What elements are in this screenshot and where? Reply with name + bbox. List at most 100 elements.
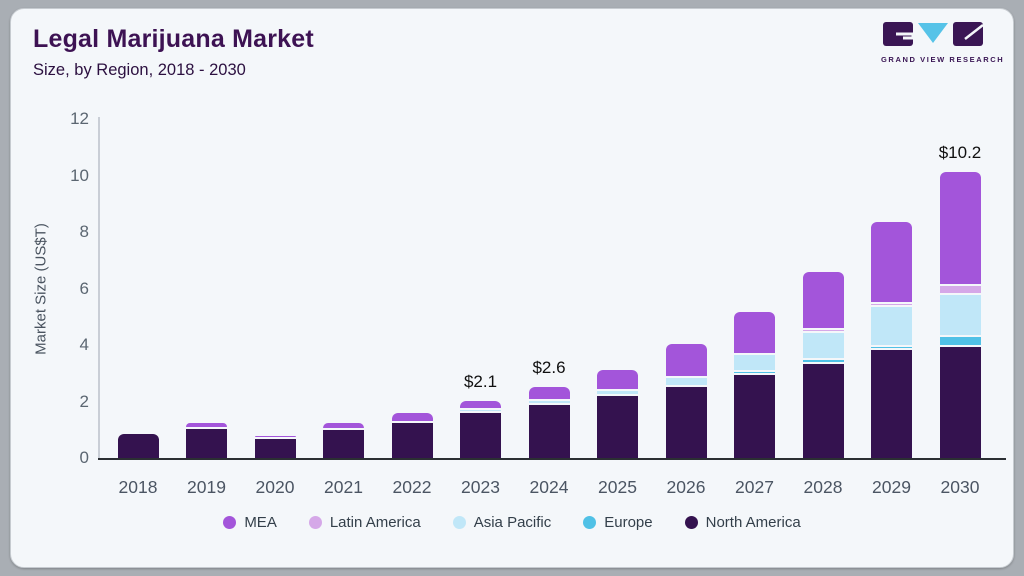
segment-europe-2029 xyxy=(871,346,912,348)
segment-mea-2024 xyxy=(528,386,570,400)
legend-item-europe: Europe xyxy=(583,514,653,531)
segment-latin-america-2028 xyxy=(802,329,844,331)
y-axis-line xyxy=(98,117,100,458)
y-tick-4: 4 xyxy=(79,335,89,354)
legend-dot-mea xyxy=(223,516,237,529)
segment-asia-pacific-2030 xyxy=(939,294,981,336)
legend-dot-asia-pacific xyxy=(452,516,466,529)
segment-north-america-2025 xyxy=(597,396,638,458)
plot-area: $2.1 $2.6 $10.2 xyxy=(98,119,1006,458)
segment-asia-pacific-2025 xyxy=(597,390,638,395)
legend: MEA Latin America Asia Pacific Europe North … xyxy=(11,514,1013,531)
segment-asia-pacific-2026 xyxy=(665,378,707,385)
value-label-2024: $2.6 xyxy=(532,357,566,377)
page-subtitle: Size, by Region, 2018 - 2030 xyxy=(33,61,246,79)
legend-dot-latin-america xyxy=(308,516,322,529)
bar-2028 xyxy=(802,271,844,458)
segment-north-america-2018 xyxy=(117,434,159,458)
segment-europe-2030 xyxy=(939,337,981,345)
gvr-logo-mark xyxy=(883,22,984,46)
segment-asia-pacific-2024 xyxy=(528,401,570,403)
y-tick-8: 8 xyxy=(79,222,89,241)
legend-dot-europe xyxy=(583,516,597,529)
segment-europe-2028 xyxy=(802,359,844,362)
bar-2023 xyxy=(460,400,501,458)
bar-2019 xyxy=(186,423,227,458)
segment-north-america-2023 xyxy=(460,413,501,458)
chart-card: Legal Marijuana Market Size, by Region, … xyxy=(10,8,1014,568)
legend-label-mea: MEA xyxy=(244,514,277,531)
segment-asia-pacific-2023 xyxy=(460,410,501,412)
bar-2022 xyxy=(391,412,433,458)
segment-mea-2030 xyxy=(939,171,981,285)
segment-asia-pacific-2027 xyxy=(734,354,775,371)
y-tick-12: 12 xyxy=(70,109,89,128)
segment-north-america-2020 xyxy=(254,438,296,458)
x-axis-line xyxy=(98,458,1006,460)
segment-mea-2023 xyxy=(460,400,501,409)
x-tick-2018: 2018 xyxy=(118,477,158,497)
segment-asia-pacific-2029 xyxy=(871,307,912,345)
bar-2021 xyxy=(323,423,364,458)
segment-mea-2028 xyxy=(802,271,844,328)
legend-item-north-america: North America xyxy=(684,514,801,531)
legend-label-latin-america: Latin America xyxy=(329,514,421,531)
legend-item-latin-america: Latin America xyxy=(308,514,421,531)
segment-north-america-2021 xyxy=(323,430,364,458)
gvr-logo: GRAND VIEW RESEARCH xyxy=(881,21,1005,64)
legend-label-asia-pacific: Asia Pacific xyxy=(473,514,552,531)
bar-2024 xyxy=(528,386,570,458)
segment-mea-2019 xyxy=(186,423,227,427)
y-tick-6: 6 xyxy=(79,278,89,298)
legend-item-asia-pacific: Asia Pacific xyxy=(452,514,552,531)
legend-label-north-america: North America xyxy=(705,514,801,531)
segment-mea-2027 xyxy=(734,312,775,353)
legend-dot-north-america xyxy=(684,516,698,529)
x-tick-2028: 2028 xyxy=(803,477,843,497)
bar-2027 xyxy=(734,312,775,458)
segment-north-america-2022 xyxy=(391,422,433,458)
x-tick-2021: 2021 xyxy=(324,477,363,497)
segment-north-america-2027 xyxy=(734,375,775,458)
legend-item-mea: MEA xyxy=(223,514,277,531)
segment-north-america-2019 xyxy=(186,428,227,458)
segment-asia-pacific-2028 xyxy=(802,332,844,358)
legend-label-europe: Europe xyxy=(604,514,653,531)
segment-mea-2022 xyxy=(391,412,433,421)
x-tick-2020: 2020 xyxy=(255,477,295,497)
segment-mea-2021 xyxy=(323,423,364,429)
segment-europe-2027 xyxy=(734,372,775,374)
bar-2030 xyxy=(939,171,981,458)
logo-text: GRAND VIEW RESEARCH xyxy=(881,55,1005,64)
x-tick-2022: 2022 xyxy=(392,477,432,497)
y-tick-2: 2 xyxy=(79,391,89,411)
x-tick-2027: 2027 xyxy=(735,477,774,497)
bar-2025 xyxy=(597,369,638,458)
bar-2018 xyxy=(117,434,159,458)
x-tick-2030: 2030 xyxy=(940,477,980,497)
segment-mea-2026 xyxy=(665,344,707,377)
segment-north-america-2030 xyxy=(939,347,981,458)
x-tick-2019: 2019 xyxy=(187,477,226,497)
value-label-2030: $10.2 xyxy=(938,142,982,162)
bar-2020 xyxy=(254,435,296,458)
bar-2026 xyxy=(665,344,707,458)
segment-north-america-2024 xyxy=(528,404,570,458)
y-tick-0: 0 xyxy=(79,448,89,467)
x-tick-2025: 2025 xyxy=(598,477,637,497)
segment-mea-2020 xyxy=(254,435,296,437)
segment-mea-2029 xyxy=(871,222,912,303)
segment-mea-2025 xyxy=(597,369,638,389)
segment-latin-america-2030 xyxy=(939,286,981,293)
x-tick-2024: 2024 xyxy=(529,477,569,497)
x-tick-2023: 2023 xyxy=(461,477,500,497)
x-tick-2029: 2029 xyxy=(872,477,911,497)
segment-latin-america-2029 xyxy=(871,304,912,306)
segment-north-america-2028 xyxy=(802,363,844,458)
x-tick-2026: 2026 xyxy=(666,477,706,497)
segment-north-america-2026 xyxy=(665,386,707,458)
page-title: Legal Marijuana Market xyxy=(33,25,314,53)
value-label-2023: $2.1 xyxy=(463,371,498,391)
y-tick-10: 10 xyxy=(70,165,89,185)
